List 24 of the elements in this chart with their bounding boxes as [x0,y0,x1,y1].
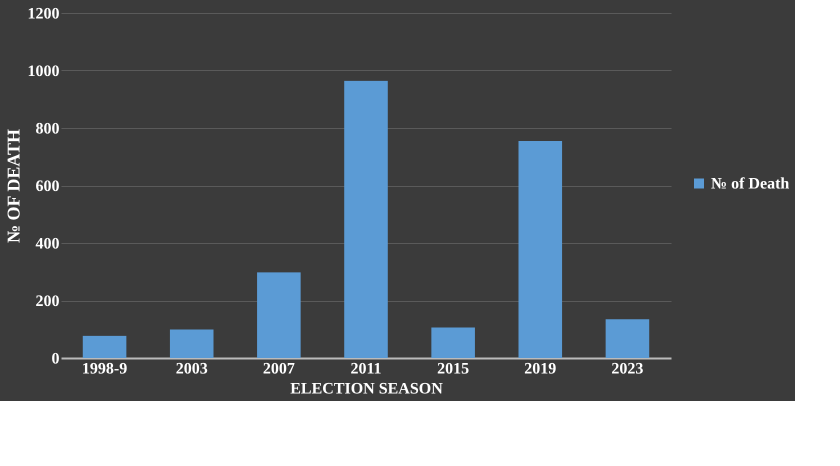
bar [518,140,562,358]
legend-label: № of Death [711,176,790,192]
y-tick-label: 200 [36,293,60,310]
bar [82,336,126,358]
bar [606,319,650,358]
x-tick-label: 2003 [176,360,208,378]
x-tick-label: 2019 [524,360,556,378]
bar [344,80,388,358]
x-tick-label: 1998-9 [82,360,128,378]
bar [431,328,475,358]
y-tick-label: 1200 [28,6,60,22]
x-tick-label: 2015 [437,360,470,378]
y-tick-label: 400 [36,236,60,252]
y-tick-label: 1000 [28,63,60,80]
x-tick-label: 2023 [611,360,644,378]
y-tick-label: 0 [52,350,60,368]
x-tick-label: 2011 [350,360,382,378]
bar [257,272,301,358]
y-tick-label: 600 [36,178,60,195]
x-axis-title: ELECTION SEASON [290,380,444,398]
bar [170,330,214,358]
y-axis-title: № OF DEATH [4,128,24,244]
x-tick-label: 2007 [262,360,295,378]
y-tick-label: 800 [36,120,60,138]
